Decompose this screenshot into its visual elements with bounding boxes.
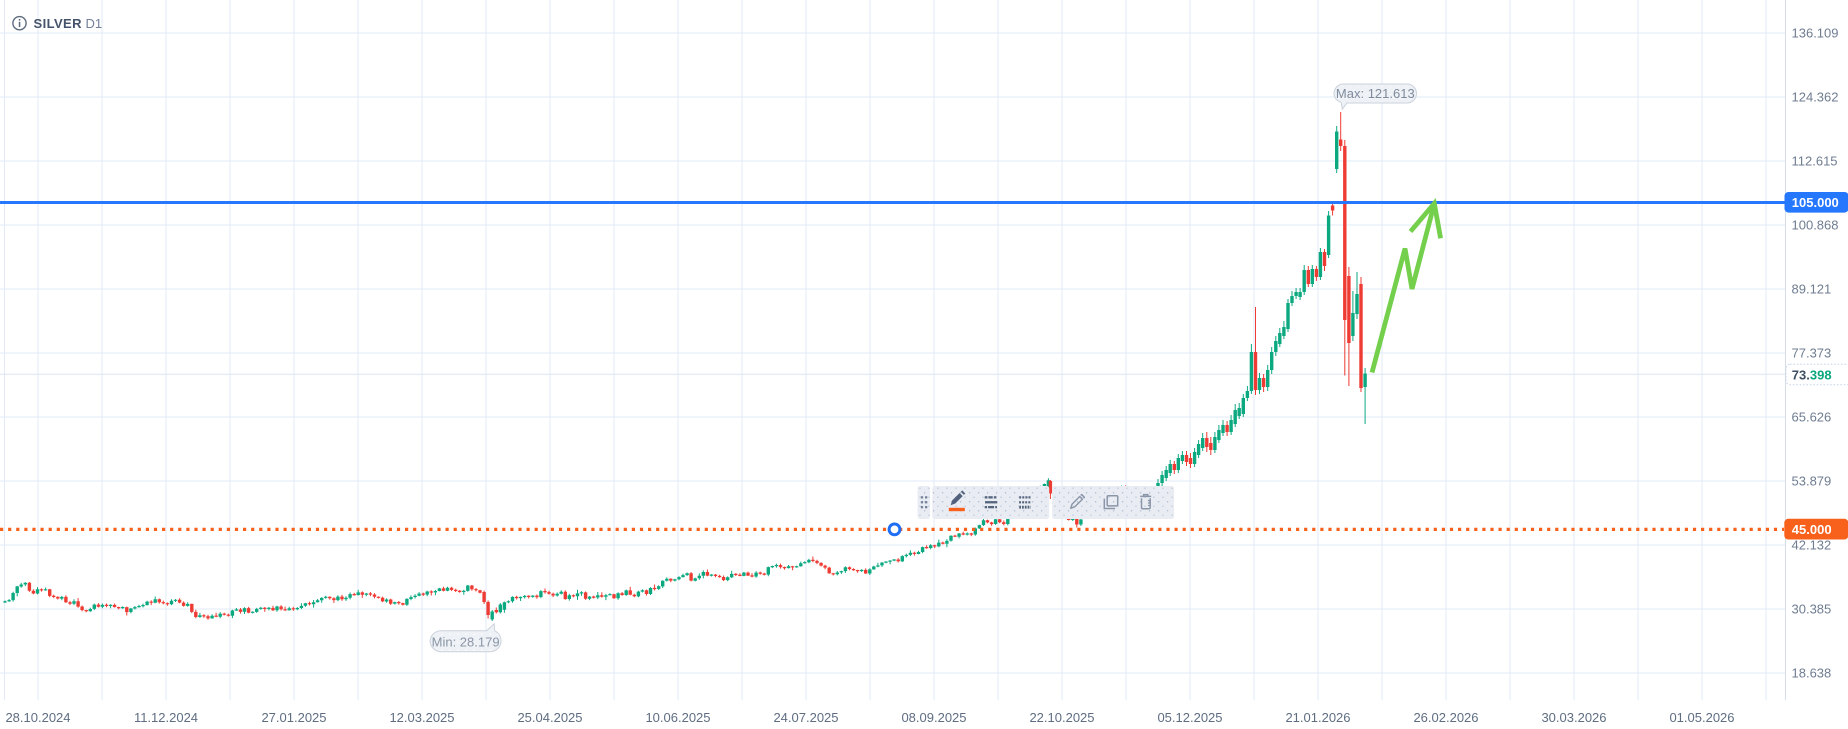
svg-text:105.000: 105.000 — [1792, 195, 1839, 210]
svg-text:Max: 121.613: Max: 121.613 — [1336, 86, 1415, 101]
svg-text:25.04.2025: 25.04.2025 — [517, 710, 582, 725]
svg-text:42.132: 42.132 — [1792, 538, 1832, 553]
svg-text:124.362: 124.362 — [1792, 90, 1839, 105]
svg-text:21.01.2026: 21.01.2026 — [1285, 710, 1350, 725]
svg-text:SILVER: SILVER — [34, 16, 83, 31]
svg-text:45.000: 45.000 — [1792, 522, 1832, 537]
svg-text:27.01.2025: 27.01.2025 — [261, 710, 326, 725]
svg-text:12.03.2025: 12.03.2025 — [389, 710, 454, 725]
svg-text:73.398: 73.398 — [1792, 367, 1832, 382]
svg-text:100.868: 100.868 — [1792, 218, 1839, 233]
svg-text:05.12.2025: 05.12.2025 — [1157, 710, 1222, 725]
svg-text:24.07.2025: 24.07.2025 — [773, 710, 838, 725]
svg-text:65.626: 65.626 — [1792, 410, 1832, 425]
svg-text:10.06.2025: 10.06.2025 — [645, 710, 710, 725]
svg-text:28.10.2024: 28.10.2024 — [5, 710, 70, 725]
svg-text:26.02.2026: 26.02.2026 — [1413, 710, 1478, 725]
svg-text:D1: D1 — [86, 16, 103, 31]
svg-text:01.05.2026: 01.05.2026 — [1669, 710, 1734, 725]
svg-text:112.615: 112.615 — [1792, 154, 1838, 169]
svg-text:11.12.2024: 11.12.2024 — [134, 710, 198, 725]
svg-text:Min: 28.179: Min: 28.179 — [432, 635, 500, 650]
svg-text:30.385: 30.385 — [1792, 602, 1832, 617]
svg-text:77.373: 77.373 — [1792, 346, 1832, 361]
svg-text:89.121: 89.121 — [1792, 282, 1832, 297]
svg-text:08.09.2025: 08.09.2025 — [901, 710, 966, 725]
svg-text:18.638: 18.638 — [1792, 666, 1832, 681]
svg-text:53.879: 53.879 — [1792, 474, 1832, 489]
svg-text:30.03.2026: 30.03.2026 — [1541, 710, 1606, 725]
svg-text:136.109: 136.109 — [1792, 26, 1839, 41]
svg-text:22.10.2025: 22.10.2025 — [1029, 710, 1094, 725]
